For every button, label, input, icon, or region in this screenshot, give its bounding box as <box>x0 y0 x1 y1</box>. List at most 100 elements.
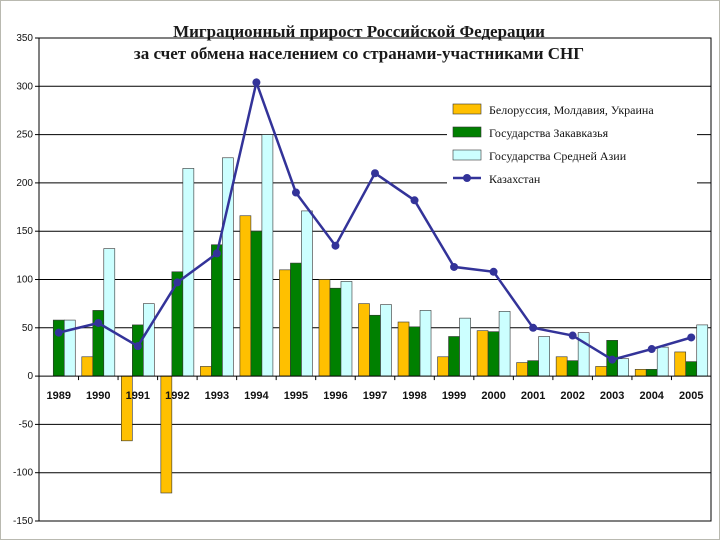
y-tick-label: 150 <box>16 226 33 237</box>
y-tick-label: 0 <box>27 371 33 382</box>
legend-swatch-2 <box>452 149 482 161</box>
bar-0-1993 <box>200 366 212 377</box>
legend-swatch-1 <box>452 126 482 138</box>
bar-2-2004 <box>656 346 669 377</box>
bar-2-1995 <box>301 210 313 377</box>
y-tick-label: 250 <box>16 130 33 141</box>
y-tick-label: 50 <box>22 323 34 334</box>
bar-2-2001 <box>538 336 550 377</box>
legend: Белоруссия, Молдавия, Украина Государства… <box>447 95 697 187</box>
bar-1-2004 <box>645 369 658 377</box>
bar-0-1995 <box>279 269 291 377</box>
bar-0-2004 <box>634 369 647 377</box>
y-axis: -150 -100 -50 0 50 100 150 200 250 300 350 <box>13 33 712 527</box>
bar-0-1996 <box>318 279 331 377</box>
point-1992 <box>173 278 182 287</box>
x-tick-label: 2000 <box>481 390 505 402</box>
y-tick-label: 350 <box>16 33 33 44</box>
bar-1-1993 <box>211 244 223 377</box>
bar-2-1996 <box>340 281 353 377</box>
x-tick-label: 2001 <box>521 390 545 402</box>
bar-1-1999 <box>448 336 460 377</box>
point-2003 <box>608 355 617 364</box>
point-1993 <box>212 249 221 258</box>
x-tick-label: 1989 <box>47 390 71 402</box>
x-tick-label: 1996 <box>323 390 347 402</box>
x-tick-label: 1992 <box>165 390 189 402</box>
x-tick-label: 2004 <box>639 390 664 402</box>
point-1990 <box>94 318 103 327</box>
bar-2-1997 <box>380 304 392 377</box>
bar-1-1997 <box>369 314 381 377</box>
point-1991 <box>133 342 142 351</box>
y-tick-label: -50 <box>19 419 34 430</box>
legend-label-1: Государства Закавказья <box>489 126 609 140</box>
y-tick-label: 100 <box>16 275 33 286</box>
bar-0-2000 <box>476 330 489 377</box>
bar-0-2005 <box>674 351 687 377</box>
legend-label-2: Государства Средней Азии <box>489 149 627 163</box>
chart-title-line2: за счет обмена населением со странами-уч… <box>134 44 584 63</box>
kazakhstan-line <box>54 77 696 364</box>
x-tick-label: 1993 <box>205 390 229 402</box>
bar-1-1998 <box>408 326 421 377</box>
bar-1-1994 <box>250 230 263 377</box>
bar-2-1990 <box>103 248 116 377</box>
point-1998 <box>410 196 419 205</box>
x-tick-label: 1990 <box>86 390 110 402</box>
bar-2-2005 <box>696 324 709 377</box>
point-2000 <box>489 267 498 276</box>
x-tick-label: 1994 <box>244 390 269 402</box>
bar-2-1998 <box>419 310 432 377</box>
bar-2-1994 <box>261 134 274 377</box>
point-2002 <box>568 331 577 340</box>
bar-0-2001 <box>516 362 528 377</box>
y-tick-label: 300 <box>16 81 33 92</box>
bar-1-1989 <box>52 319 65 377</box>
point-1996 <box>331 241 340 250</box>
point-1994 <box>252 78 261 87</box>
bar-1-2002 <box>566 360 579 377</box>
bar-0-1997 <box>358 303 370 377</box>
bar-1-1996 <box>329 287 342 377</box>
y-tick-label: 200 <box>16 178 33 189</box>
bar-0-1999 <box>437 356 449 377</box>
bar-0-1998 <box>397 321 410 377</box>
x-axis: 1989 1990 1991 1992 1993 1994 1995 1996 1997 1998… <box>38 375 712 402</box>
point-2005 <box>687 333 696 342</box>
point-1995 <box>291 188 300 197</box>
bar-2-2003 <box>617 358 629 377</box>
y-tick-label: -100 <box>13 468 33 479</box>
bar-2-1991 <box>143 303 155 377</box>
x-tick-label: 1999 <box>442 390 466 402</box>
x-tick-label: 2003 <box>600 390 624 402</box>
chart-title-line1: Миграционный прирост Российской Федераци… <box>173 22 545 41</box>
x-tick-label: 1998 <box>402 390 426 402</box>
x-tick-label: 1995 <box>284 390 308 402</box>
x-tick-label: 2002 <box>560 390 584 402</box>
bar-2-1999 <box>459 317 471 377</box>
point-2004 <box>647 345 656 354</box>
legend-label-0: Белоруссия, Молдавия, Украина <box>489 103 654 117</box>
point-2001 <box>529 323 538 332</box>
x-tick-label: 1991 <box>126 390 150 402</box>
point-1989 <box>54 328 63 337</box>
bar-0-2002 <box>555 356 568 377</box>
point-1999 <box>450 262 459 271</box>
legend-label-3: Казахстан <box>489 172 541 186</box>
bars <box>52 134 709 494</box>
x-tick-label: 2005 <box>679 390 703 402</box>
bar-1-1991 <box>132 324 144 377</box>
bar-1-2001 <box>527 360 539 377</box>
bar-0-2003 <box>595 366 607 377</box>
bar-0-1994 <box>239 215 252 377</box>
y-tick-label: -150 <box>13 516 33 527</box>
legend-marker-3 <box>463 174 471 182</box>
point-1997 <box>371 169 379 178</box>
legend-swatch-0 <box>452 103 482 115</box>
bar-0-1990 <box>81 356 94 377</box>
bar-1-1995 <box>290 262 302 377</box>
plot-border <box>38 37 712 522</box>
